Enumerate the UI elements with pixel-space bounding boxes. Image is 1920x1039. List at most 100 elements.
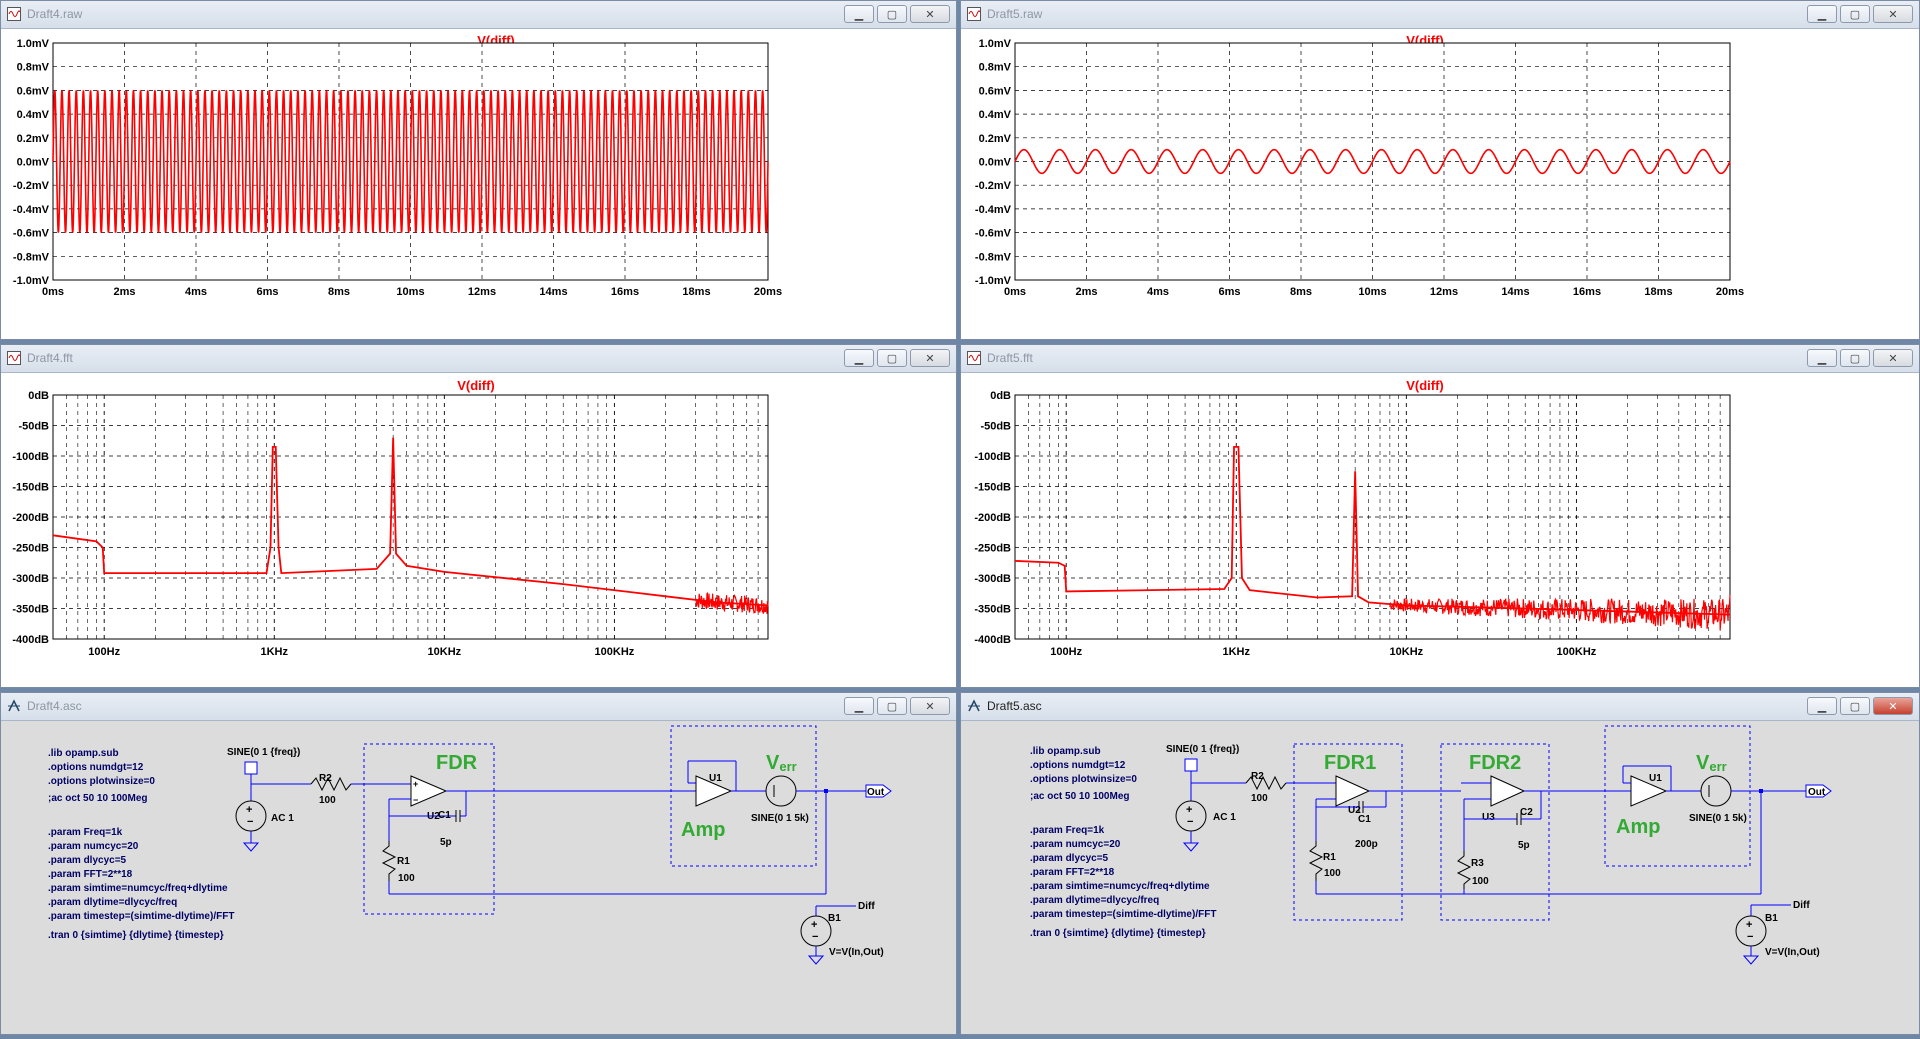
verr-label[interactable]: Verr — [766, 752, 797, 774]
titlebar[interactable]: Draft5.fft ▁ ▢ ✕ — [961, 345, 1919, 373]
source-ac-label[interactable]: AC 1 — [271, 813, 294, 824]
amp-label[interactable]: Amp — [1616, 816, 1660, 838]
param-dlycyc[interactable]: .param dlycyc=5 — [48, 855, 127, 866]
param-freq[interactable]: .param Freq=1k — [1030, 825, 1105, 836]
c1-label[interactable]: C1 — [438, 810, 451, 821]
directive-ac[interactable]: ;ac oct 50 10 100Meg — [1030, 791, 1130, 802]
param-fft[interactable]: .param FFT=2**18 — [1030, 867, 1115, 878]
param-fft[interactable]: .param FFT=2**18 — [48, 869, 133, 880]
r1-value[interactable]: 100 — [1324, 868, 1341, 879]
opamp-icon[interactable] — [1490, 775, 1526, 807]
schematic-canvas[interactable]: .lib opamp.sub .options numdgt=12 .optio… — [961, 721, 1919, 1034]
directive-plotwinsize[interactable]: .options plotwinsize=0 — [1030, 774, 1137, 785]
trace-label[interactable]: V(diff) — [457, 378, 495, 393]
close-button[interactable]: ✕ — [1873, 349, 1913, 367]
c1-label[interactable]: C1 — [1358, 814, 1371, 825]
u3-label[interactable]: U3 — [1482, 812, 1495, 823]
minimize-button[interactable]: ▁ — [1807, 697, 1837, 715]
maximize-button[interactable]: ▢ — [877, 697, 907, 715]
param-timestep[interactable]: .param timestep=(simtime-dlytime)/FFT — [1030, 909, 1216, 920]
out-label[interactable]: Out — [1808, 787, 1826, 798]
maximize-button[interactable]: ▢ — [1840, 697, 1870, 715]
c1-value[interactable]: 200p — [1355, 839, 1378, 850]
window-draft4-raw[interactable]: Draft4.raw ▁ ▢ ✕ V(diff) 1.0mV 0.8mV 0.6mV 0.… — [0, 0, 957, 340]
close-button[interactable]: ✕ — [1873, 5, 1913, 23]
param-dlycyc[interactable]: .param dlycyc=5 — [1030, 853, 1109, 864]
diff-label[interactable]: Diff — [858, 901, 875, 912]
amp-label[interactable]: Amp — [681, 819, 725, 841]
voltage-source-icon[interactable] — [765, 775, 797, 807]
r3-value[interactable]: 100 — [1472, 876, 1489, 887]
b1-label[interactable]: B1 — [1765, 913, 1778, 924]
directive-ac[interactable]: ;ac oct 50 10 100Meg — [48, 793, 148, 804]
plot-area[interactable]: V(diff) 1.0mV0.8mV0.6mV0.4mV0.2mV0.0mV-0… — [1, 29, 956, 339]
window-draft5-asc[interactable]: Draft5.asc ▁ ▢ ✕ .lib opamp.sub .options n… — [960, 692, 1920, 1035]
titlebar[interactable]: Draft5.asc ▁ ▢ ✕ — [961, 693, 1919, 721]
titlebar[interactable]: Draft5.raw ▁ ▢ ✕ — [961, 1, 1919, 29]
trace-label[interactable]: V(diff) — [1406, 378, 1444, 393]
opamp-icon[interactable] — [1335, 775, 1371, 807]
param-numcyc[interactable]: .param numcyc=20 — [48, 841, 139, 852]
u1-label[interactable]: U1 — [1649, 773, 1662, 784]
fdr2-label[interactable]: FDR2 — [1469, 752, 1521, 774]
r1-label[interactable]: R1 — [397, 856, 410, 867]
maximize-button[interactable]: ▢ — [877, 349, 907, 367]
plot-area[interactable]: V(diff) 0dB -50dB -100dB -150dB -200dB -250dB… — [961, 373, 1919, 687]
param-freq[interactable]: .param Freq=1k — [48, 827, 123, 838]
param-numcyc[interactable]: .param numcyc=20 — [1030, 839, 1121, 850]
schematic-canvas[interactable]: .lib opamp.sub .options numdgt=12 .optio… — [1, 721, 956, 1034]
fdr1-label[interactable]: FDR1 — [1324, 752, 1376, 774]
param-dlytime[interactable]: .param dlytime=dlycyc/freq — [48, 897, 177, 908]
directive-numdgt[interactable]: .options numdgt=12 — [1030, 760, 1126, 771]
directive-plotwinsize[interactable]: .options plotwinsize=0 — [48, 776, 155, 787]
resistor-icon[interactable] — [1245, 775, 1287, 791]
voltage-source-icon[interactable] — [1700, 775, 1732, 807]
fdr-label[interactable]: FDR — [436, 752, 478, 774]
r2-value[interactable]: 100 — [1251, 793, 1268, 804]
minimize-button[interactable]: ▁ — [1807, 5, 1837, 23]
u2-label[interactable]: U2 — [1348, 805, 1361, 816]
r2-value[interactable]: 100 — [319, 795, 336, 806]
b1-label[interactable]: B1 — [828, 913, 841, 924]
directive-tran[interactable]: .tran 0 {simtime} {dlytime} {timestep} — [1030, 928, 1206, 939]
minimize-button[interactable]: ▁ — [844, 697, 874, 715]
resistor-icon[interactable] — [310, 776, 352, 792]
diff-label[interactable]: Diff — [1793, 900, 1810, 911]
port-out[interactable] — [1805, 784, 1832, 798]
directive-numdgt[interactable]: .options numdgt=12 — [48, 762, 144, 773]
out-label[interactable]: Out — [867, 787, 885, 798]
param-simtime[interactable]: .param simtime=numcyc/freq+dlytime — [1030, 881, 1210, 892]
param-timestep[interactable]: .param timestep=(simtime-dlytime)/FFT — [48, 911, 234, 922]
source-ac-label[interactable]: AC 1 — [1213, 812, 1236, 823]
directive-lib[interactable]: .lib opamp.sub — [48, 748, 119, 759]
param-dlytime[interactable]: .param dlytime=dlycyc/freq — [1030, 895, 1159, 906]
port-out[interactable] — [865, 784, 892, 798]
r1-value[interactable]: 100 — [398, 873, 415, 884]
sine5k-label[interactable]: SINE(0 1 5k) — [1689, 813, 1747, 824]
resistor-icon[interactable] — [1308, 841, 1324, 881]
sine5k-label[interactable]: SINE(0 1 5k) — [751, 813, 809, 824]
b1-value[interactable]: V=V(In,Out) — [1765, 947, 1820, 958]
verr-label[interactable]: Verr — [1696, 752, 1727, 774]
window-draft5-fft[interactable]: Draft5.fft ▁ ▢ ✕ V(diff) 0dB -50dB -100dB -15… — [960, 344, 1920, 688]
param-simtime[interactable]: .param simtime=numcyc/freq+dlytime — [48, 883, 228, 894]
resistor-icon[interactable] — [381, 841, 397, 881]
r3-label[interactable]: R3 — [1471, 858, 1484, 869]
source-sine-label[interactable]: SINE(0 1 {freq}) — [227, 747, 300, 758]
titlebar[interactable]: Draft4.asc ▁ ▢ ✕ — [1, 693, 956, 721]
titlebar[interactable]: Draft4.raw ▁ ▢ ✕ — [1, 1, 956, 29]
maximize-button[interactable]: ▢ — [1840, 5, 1870, 23]
c1-value[interactable]: 5p — [440, 837, 452, 848]
maximize-button[interactable]: ▢ — [1840, 349, 1870, 367]
window-draft5-raw[interactable]: Draft5.raw ▁ ▢ ✕ V(diff) 1.0mV 0.8mV 0.6mV 0.… — [960, 0, 1920, 340]
window-draft4-fft[interactable]: Draft4.fft ▁ ▢ ✕ V(diff) 0dB -50dB -100dB -15… — [0, 344, 957, 688]
close-button[interactable]: ✕ — [1873, 697, 1913, 715]
resistor-icon[interactable] — [1456, 851, 1472, 889]
c2-label[interactable]: C2 — [1520, 807, 1533, 818]
trace-v-diff[interactable] — [52, 90, 769, 233]
opamp-icon[interactable] — [410, 775, 448, 807]
minimize-button[interactable]: ▁ — [844, 5, 874, 23]
close-button[interactable]: ✕ — [910, 5, 950, 23]
r1-label[interactable]: R1 — [1323, 852, 1336, 863]
c2-value[interactable]: 5p — [1518, 840, 1530, 851]
